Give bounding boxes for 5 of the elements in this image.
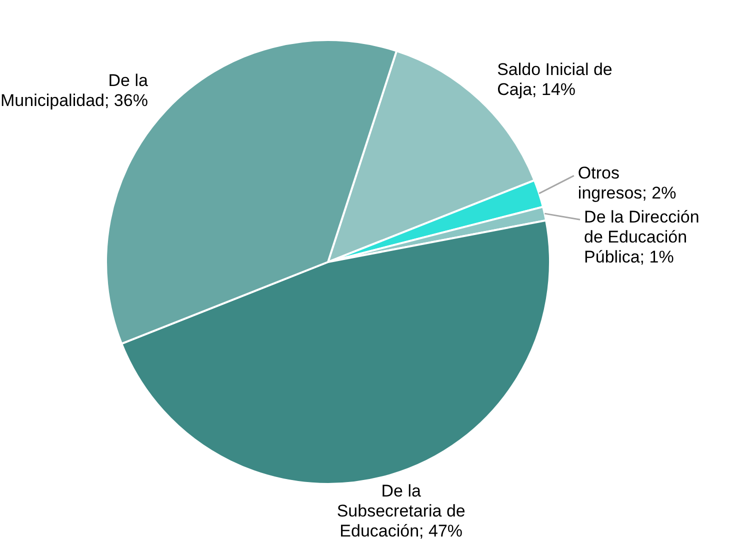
slice-label: De la Subsecretaria de Educación; 47% (336, 482, 466, 541)
slice-label: Otros ingresos; 2% (578, 164, 676, 203)
slice-label: Saldo Inicial de Caja; 14% (497, 60, 612, 99)
slice-label: De la Municipalidad; 36% (0, 70, 148, 110)
slice-label: De la Dirección de Educación Pública; 1% (584, 208, 700, 267)
